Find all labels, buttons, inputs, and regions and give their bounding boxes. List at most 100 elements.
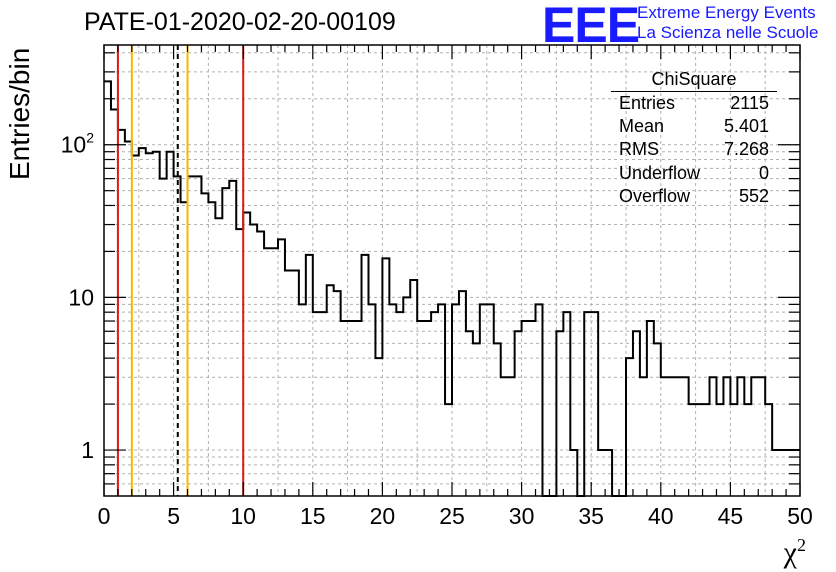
histogram-bin — [584, 312, 591, 496]
histogram-bin — [306, 255, 313, 496]
histogram-bin — [146, 153, 153, 496]
x-tick-label: 45 — [718, 503, 744, 529]
histogram-bin — [229, 181, 236, 496]
histogram-bin — [591, 312, 598, 496]
histogram-bin — [355, 321, 362, 496]
histogram-bin — [661, 377, 668, 496]
histogram-bin — [299, 304, 306, 496]
histogram-bin — [598, 450, 605, 496]
histogram-bin — [730, 404, 737, 496]
histogram-bin — [243, 212, 250, 496]
histogram-bin — [716, 404, 723, 496]
histogram-bin — [445, 404, 452, 496]
y-axis-label: Entries/bin — [4, 47, 35, 180]
histogram-bin — [327, 285, 334, 496]
histogram-bin — [160, 179, 167, 496]
histogram-bin — [188, 176, 195, 496]
histogram-bin — [570, 450, 577, 496]
histogram-bin — [250, 225, 257, 496]
histogram-bin — [278, 239, 285, 496]
histogram-bin — [689, 404, 696, 496]
x-tick-label: 50 — [787, 503, 813, 529]
histogram-bin — [751, 377, 758, 496]
stats-box: ChiSquare Entries 2115 Mean 5.401 RMS 7.268… — [611, 68, 777, 208]
histogram-bin — [362, 255, 369, 496]
histogram-bin — [208, 202, 215, 496]
histogram-bin — [431, 312, 438, 496]
histogram-bin — [758, 377, 765, 496]
histogram-bin — [710, 377, 717, 496]
histogram-bin — [368, 304, 375, 496]
histogram-bin — [473, 343, 480, 496]
histogram-bin — [334, 291, 341, 496]
histogram-series — [104, 80, 800, 497]
histogram-bin — [236, 229, 243, 496]
histogram-bin — [215, 218, 222, 496]
axes: 0 5 10 15 20 25 30 35 40 45 50 1 10 102 — [61, 44, 813, 529]
histogram-bin — [438, 304, 445, 496]
histogram-bin — [285, 271, 292, 497]
x-tick-label: 10 — [230, 503, 256, 529]
logo-line-1: Extreme Energy Events — [637, 3, 816, 22]
histogram-bin — [501, 377, 508, 496]
histogram-bin — [563, 312, 570, 496]
histogram-bin — [389, 304, 396, 496]
histogram-bin — [320, 312, 327, 496]
histogram-bin — [264, 248, 271, 496]
histogram-bin — [194, 176, 201, 496]
histogram-bin — [779, 450, 786, 496]
histogram-bin — [181, 202, 188, 496]
histogram-bin — [403, 297, 410, 496]
histogram-bin — [633, 331, 640, 496]
histogram-bin — [257, 232, 264, 496]
histogram-bin — [167, 152, 174, 496]
logo-line-2: La Scienza nelle Scuole — [637, 23, 819, 42]
histogram-bin — [522, 321, 529, 496]
x-axis-label: χ2 — [783, 535, 806, 569]
stats-row-mean: Mean 5.401 — [619, 116, 769, 137]
histogram-bin — [703, 404, 710, 496]
histogram-bin — [410, 280, 417, 496]
histogram-bin — [139, 148, 146, 496]
histogram-step-line — [104, 80, 800, 497]
y-tick-label: 102 — [61, 130, 95, 158]
histogram-bin — [480, 304, 487, 496]
y-tick-label: 1 — [81, 437, 94, 463]
histogram-bin — [536, 304, 543, 496]
histogram-bin — [494, 343, 501, 496]
histogram-bin — [459, 291, 466, 496]
histogram-bin — [417, 321, 424, 496]
histogram-bin — [744, 404, 751, 496]
histogram-bin — [737, 377, 744, 496]
x-tick-label: 5 — [167, 503, 180, 529]
stats-row-overflow: Overflow 552 — [619, 185, 769, 206]
histogram-bin — [723, 377, 730, 496]
histogram-bin — [654, 343, 661, 496]
histogram-bin — [111, 110, 118, 496]
histogram-bin — [668, 377, 675, 496]
histogram-bin — [382, 258, 389, 496]
stats-row-rms: RMS 7.268 — [619, 139, 769, 160]
histogram-bin — [466, 331, 473, 496]
stats-title: ChiSquare — [611, 68, 777, 92]
histogram-bin — [153, 152, 160, 496]
x-tick-label: 0 — [98, 503, 111, 529]
histogram-bin — [452, 304, 459, 496]
histogram-bin — [696, 404, 703, 496]
histogram-bin — [271, 248, 278, 496]
histogram-bin — [375, 358, 382, 496]
x-tick-label: 20 — [370, 503, 396, 529]
stats-row-entries: Entries 2115 — [619, 93, 769, 113]
histogram-bin — [508, 377, 515, 496]
histogram-bin — [675, 377, 682, 496]
stats-row-underflow: Underflow 0 — [619, 162, 769, 183]
histogram-bin — [132, 155, 139, 496]
histogram-bin — [529, 321, 536, 496]
histogram-bin — [341, 321, 348, 496]
x-tick-label: 40 — [648, 503, 674, 529]
histogram-bin — [647, 321, 654, 496]
histogram-bin — [348, 321, 355, 496]
run-title: PATE-01-2020-02-20-00109 — [84, 8, 396, 36]
histogram-bin — [125, 141, 132, 496]
